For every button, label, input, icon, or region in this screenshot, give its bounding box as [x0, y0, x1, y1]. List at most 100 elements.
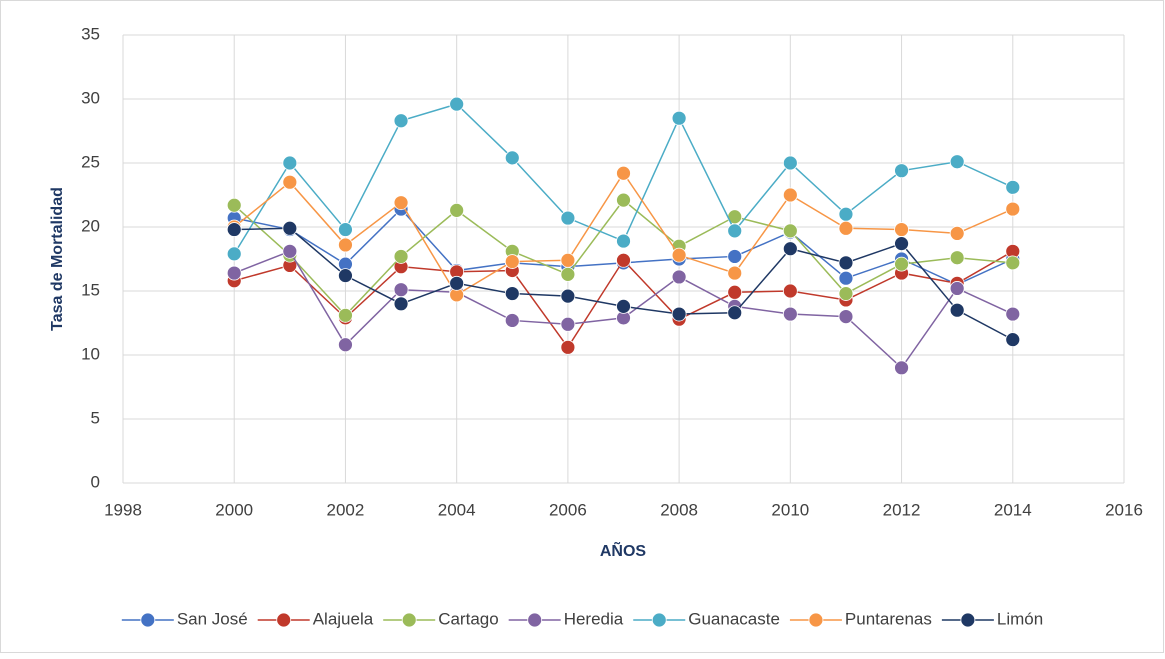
point [282, 243, 298, 259]
point [560, 210, 576, 226]
point [338, 222, 353, 237]
y-tick-label: 20 [81, 216, 100, 235]
point [616, 165, 631, 181]
point [282, 220, 298, 236]
y-tick-label: 0 [91, 472, 100, 491]
point [560, 252, 576, 268]
point [560, 266, 576, 282]
x-tick-label: 2012 [883, 500, 921, 519]
point [727, 305, 743, 321]
point [504, 254, 520, 269]
point [560, 316, 576, 332]
point [671, 247, 687, 263]
point [894, 360, 909, 376]
x-tick-label: 2004 [438, 500, 476, 519]
legend-marker [401, 612, 417, 628]
x-tick-label: 2006 [549, 500, 587, 519]
point [616, 192, 631, 208]
point [727, 223, 743, 239]
point [838, 270, 854, 286]
point [1005, 255, 1021, 271]
y-tick-label: 15 [81, 280, 100, 299]
x-tick-label: 2000 [215, 500, 253, 519]
point [838, 309, 854, 325]
x-tick-label: 2014 [994, 500, 1032, 519]
point [338, 337, 353, 353]
point [894, 256, 909, 272]
point [504, 286, 520, 301]
point [338, 237, 353, 253]
point [782, 187, 798, 203]
point [782, 241, 798, 257]
point [338, 268, 353, 284]
point [282, 155, 298, 171]
point [782, 155, 798, 171]
point [838, 286, 854, 301]
point [949, 250, 965, 266]
point [226, 265, 242, 281]
legend-label: Cartago [438, 609, 498, 628]
point [616, 233, 631, 249]
point [393, 113, 409, 129]
point [393, 195, 409, 211]
point [782, 306, 798, 322]
point [226, 197, 242, 213]
point [838, 206, 854, 222]
point [949, 281, 965, 296]
point [782, 283, 798, 299]
point [504, 313, 520, 328]
y-axis-label: Tasa de Mortalidad [49, 187, 66, 331]
x-tick-label: 2016 [1105, 500, 1143, 519]
point [1005, 306, 1021, 322]
point [727, 284, 743, 300]
legend-marker [651, 612, 667, 628]
legend-label: San José [177, 609, 248, 628]
point [560, 339, 576, 355]
point [393, 282, 409, 298]
point [504, 150, 520, 166]
point [393, 249, 409, 264]
legend-marker [960, 612, 976, 628]
legend: San José Alajuela Cartago Heredia Guanacaste… [121, 609, 1043, 628]
x-axis-label: AÑOS [600, 540, 647, 560]
point [1005, 201, 1021, 217]
point [727, 265, 743, 281]
y-tick-label: 30 [81, 88, 100, 107]
point [449, 202, 465, 218]
point [671, 110, 687, 126]
point [894, 236, 909, 252]
point [894, 222, 909, 237]
x-tick-label: 2008 [660, 500, 698, 519]
point [338, 307, 353, 323]
legend-label: Puntarenas [845, 609, 932, 628]
point [393, 296, 409, 312]
point [449, 96, 465, 112]
point [226, 222, 242, 237]
legend-marker [808, 612, 824, 628]
legend-marker [527, 612, 543, 628]
point [560, 288, 576, 304]
legend-label: Heredia [564, 609, 624, 628]
point [226, 246, 242, 262]
legend-label: Alajuela [313, 609, 374, 628]
point [894, 163, 909, 179]
point [671, 306, 687, 322]
point [949, 154, 965, 170]
legend-label: Limón [997, 609, 1043, 628]
y-tick-label: 5 [91, 408, 100, 427]
point [782, 223, 798, 239]
point [616, 298, 631, 314]
y-tick-label: 35 [81, 24, 100, 43]
point [449, 275, 465, 291]
x-tick-label: 2010 [771, 500, 809, 519]
point [671, 269, 687, 285]
x-tick-label: 1998 [104, 500, 142, 519]
point [616, 252, 631, 268]
point [838, 255, 854, 271]
point [282, 174, 298, 190]
y-tick-label: 10 [81, 344, 100, 363]
point [1005, 179, 1021, 195]
point [838, 220, 854, 236]
y-tick-label: 25 [81, 152, 100, 171]
point [949, 302, 965, 318]
